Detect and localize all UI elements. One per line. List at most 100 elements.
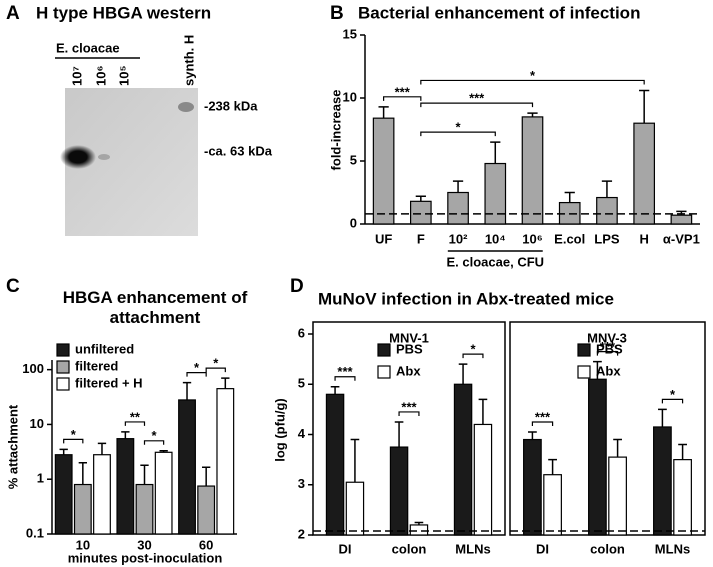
y-tick-label: 0.1 (26, 525, 44, 540)
significance-label: *** (395, 84, 411, 99)
significance-bracket (186, 372, 207, 377)
y-tick-label: 10 (343, 89, 357, 104)
legend-swatch (377, 343, 391, 357)
error-bar (330, 386, 340, 395)
bar (372, 117, 395, 225)
error-bar (140, 464, 149, 485)
significance-bracket (398, 411, 420, 416)
error-bar (593, 360, 602, 380)
x-tick-label: F (417, 231, 425, 246)
marker-label: -ca. 63 kDa (204, 143, 273, 158)
bar (93, 454, 111, 535)
significance-label: * (194, 360, 200, 375)
bar (116, 438, 135, 535)
significance-bracket (63, 438, 84, 444)
significance-bracket (334, 376, 356, 381)
legend-swatch (577, 343, 591, 357)
error-bar (414, 521, 424, 525)
legend-label: Abx (396, 363, 421, 378)
x-tick-label: α-VP1 (663, 231, 700, 246)
bar (54, 454, 73, 535)
bar (447, 191, 469, 225)
y-tick-label: 3 (298, 476, 305, 491)
significance-bracket (531, 421, 554, 426)
significance-label: * (470, 342, 476, 357)
significance-bracket (661, 398, 684, 404)
x-tick-label: 10⁴ (485, 231, 506, 246)
error-bar (221, 377, 230, 389)
error-bar (452, 180, 464, 193)
significance-bracket (124, 421, 146, 426)
error-bar (528, 431, 537, 440)
bar (178, 399, 196, 535)
x-tick-label: 10² (449, 231, 468, 246)
error-bar (613, 438, 622, 458)
y-tick-label: 15 (343, 26, 357, 41)
y-tick-label: 4 (298, 426, 306, 441)
significance-bracket (462, 353, 484, 359)
error-bar (478, 398, 488, 425)
x-tick-label: 30 (137, 537, 151, 552)
subplot-title: MNV-3 (587, 330, 627, 345)
x-tick-label: UF (375, 231, 392, 246)
significance-bracket (420, 79, 645, 85)
bar (409, 200, 432, 225)
bar (484, 162, 507, 225)
marker-label: -238 kDa (204, 98, 258, 113)
panel-label: B (330, 3, 344, 24)
legend-label: filtered + H (75, 375, 143, 390)
x-tick-label: MLNs (655, 541, 690, 556)
bar (473, 423, 493, 536)
y-tick-label: 10 (30, 416, 44, 431)
significance-label: ** (130, 409, 141, 424)
bar (608, 456, 627, 536)
x-tick-label: DI (536, 541, 549, 556)
error-bar (59, 448, 68, 455)
lane-label: 10⁵ (116, 65, 131, 86)
bar (596, 196, 618, 225)
significance-label: * (530, 68, 536, 83)
error-bar (159, 450, 168, 453)
legend-swatch (377, 365, 391, 379)
plot-frame (312, 321, 506, 536)
error-bar (548, 458, 557, 475)
x-tick-label: LPS (594, 231, 620, 246)
y-tick-label: 5 (298, 376, 305, 391)
error-bar (121, 431, 130, 439)
bar (325, 393, 345, 536)
x-tick-label: H (639, 231, 648, 246)
bar (653, 426, 672, 536)
y-tick-label: 2 (298, 526, 305, 541)
x-tick-label: colon (590, 541, 625, 556)
x-tick-label: 60 (199, 537, 213, 552)
bar (453, 383, 473, 536)
significance-label: *** (535, 409, 551, 424)
x-tick-label: E.col (554, 231, 585, 246)
x-tick-label: 10 (76, 537, 90, 552)
blot-band (98, 154, 110, 160)
x-tick-label: 10⁶ (522, 231, 542, 246)
panel-label: D (290, 276, 304, 297)
error-bar (601, 180, 613, 198)
lane-label: synth. H (181, 35, 196, 86)
error-bar (202, 466, 211, 487)
legend-label: PBS (396, 341, 423, 356)
legend-label: Abx (596, 363, 621, 378)
y-tick-label: 5 (350, 152, 357, 167)
bar (588, 378, 607, 536)
error-bar (394, 421, 404, 448)
bar (670, 214, 693, 225)
panel-title: Bacterial enhancement of infection (358, 3, 640, 22)
error-bar (78, 461, 87, 485)
y-axis-label: fold-increase (328, 90, 343, 171)
error-bar (350, 438, 360, 483)
error-bar (415, 195, 426, 202)
significance-label: * (213, 356, 219, 371)
group-label: E. cloacae, CFU (447, 254, 545, 269)
y-tick-label: 0 (350, 215, 357, 230)
significance-label: * (152, 428, 158, 443)
bar (135, 483, 154, 535)
bar (389, 446, 409, 536)
